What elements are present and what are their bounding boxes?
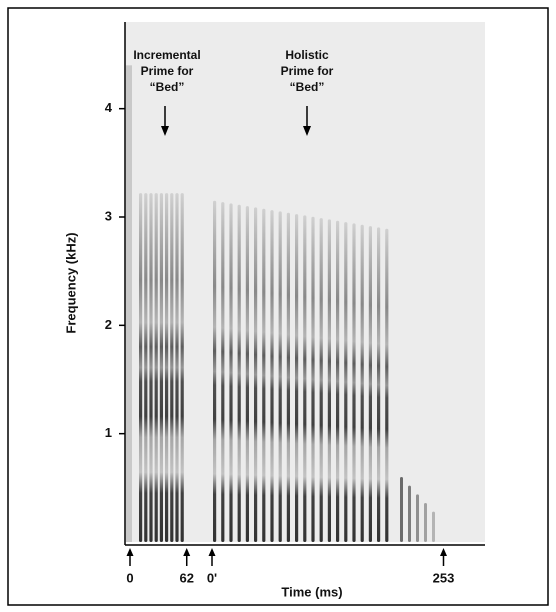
annotation-arrowhead xyxy=(161,126,169,136)
onset-noise xyxy=(126,65,132,542)
striation xyxy=(432,511,435,542)
y-tick-label: 1 xyxy=(105,425,112,440)
time-marker-head xyxy=(183,548,191,556)
y-axis-label: Frequency (kHz) xyxy=(63,232,78,333)
striation xyxy=(262,208,266,542)
striation xyxy=(385,228,389,543)
striation xyxy=(149,193,153,542)
striation xyxy=(352,223,356,542)
striation xyxy=(270,210,274,542)
striation xyxy=(327,219,331,542)
x-tick-label: 0' xyxy=(207,570,217,585)
striation xyxy=(254,207,258,542)
segment-annotation: Incremental xyxy=(133,48,200,62)
striation xyxy=(311,216,315,543)
striation xyxy=(360,224,364,543)
striation xyxy=(408,485,411,542)
y-tick-label: 4 xyxy=(105,100,113,115)
striation xyxy=(368,226,372,542)
striation xyxy=(170,193,174,542)
segment-annotation: “Bed” xyxy=(290,80,325,94)
striation xyxy=(139,193,143,542)
striation xyxy=(213,200,217,542)
time-marker-head xyxy=(126,548,134,556)
y-tick-label: 3 xyxy=(105,208,112,223)
striation xyxy=(165,193,169,542)
striation xyxy=(237,204,241,542)
segment-annotation: Prime for xyxy=(281,64,334,78)
striation xyxy=(144,193,148,542)
striation xyxy=(303,215,307,542)
striation xyxy=(229,203,233,543)
annotation-arrowhead xyxy=(303,126,311,136)
striation xyxy=(175,193,179,542)
x-axis-label: Time (ms) xyxy=(281,584,342,599)
time-marker-head xyxy=(439,548,447,556)
striation xyxy=(416,494,419,542)
striation xyxy=(344,222,348,542)
segment-annotation: Holistic xyxy=(285,48,329,62)
striation xyxy=(180,193,184,542)
striation xyxy=(278,211,282,542)
striation xyxy=(245,206,249,542)
x-tick-label: 62 xyxy=(179,570,193,585)
striation xyxy=(319,218,323,542)
striation xyxy=(424,503,427,542)
striation xyxy=(336,220,340,543)
striation xyxy=(159,193,163,542)
segment-annotation: “Bed” xyxy=(150,80,185,94)
striation xyxy=(377,227,381,542)
spectrogram xyxy=(126,65,435,543)
striation xyxy=(154,193,158,542)
segment-annotation: Prime for xyxy=(141,64,194,78)
striation xyxy=(295,214,299,542)
x-tick-label: 253 xyxy=(433,570,455,585)
striation xyxy=(286,212,290,542)
x-tick-label: 0 xyxy=(126,570,133,585)
striation xyxy=(221,202,225,542)
y-tick-label: 2 xyxy=(105,317,112,332)
time-marker-head xyxy=(208,548,216,556)
striation xyxy=(400,477,403,542)
